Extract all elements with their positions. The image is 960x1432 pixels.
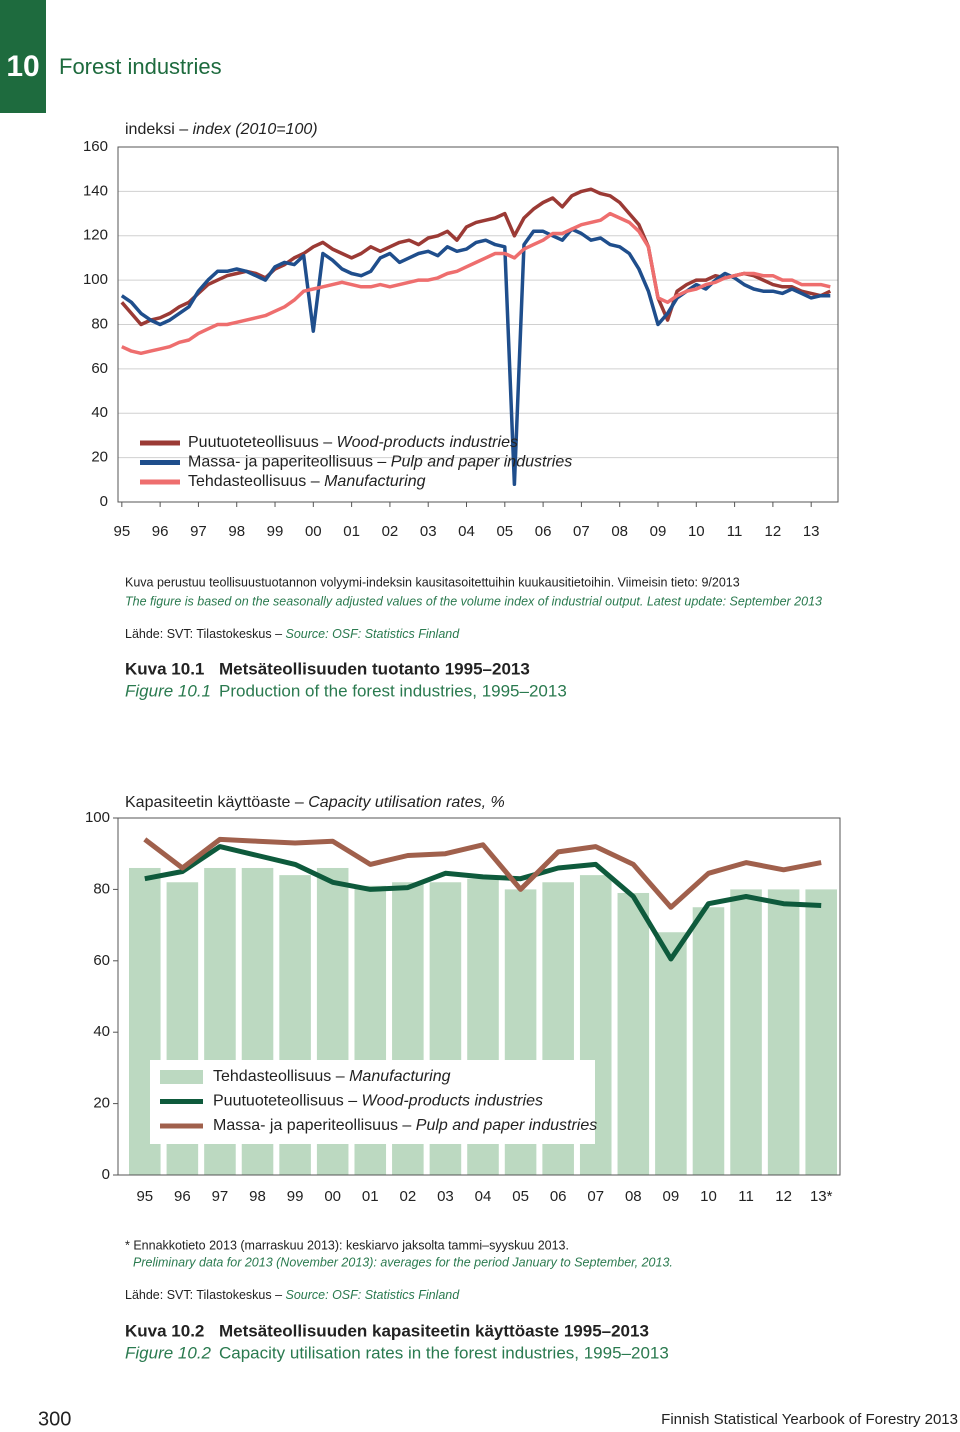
y-tick-label: 100 <box>85 809 110 826</box>
x-tick-label: 00 <box>324 1188 341 1205</box>
x-tick-label: 11 <box>727 523 743 540</box>
y-tick-label: 0 <box>102 1166 110 1183</box>
legend-swatch <box>160 1070 203 1084</box>
x-tick-label: 04 <box>458 523 475 540</box>
x-tick-label: 03 <box>437 1188 454 1205</box>
x-tick-label: 01 <box>343 523 360 540</box>
y-tick-label: 20 <box>91 449 108 466</box>
x-tick-label: 07 <box>573 523 590 540</box>
legend-label: Puutuoteteollisuus – Wood-products indus… <box>188 434 518 451</box>
x-tick-label: 10 <box>688 523 705 540</box>
page-number: 300 <box>38 1408 71 1430</box>
figure-caption-en: Production of the forest industries, 199… <box>219 681 567 700</box>
figure-label-en: Figure 10.1 <box>125 681 211 700</box>
legend-label: Massa- ja paperiteollisuus – Pulp and pa… <box>188 454 572 471</box>
x-tick-label: 96 <box>174 1188 191 1205</box>
y-axis-title: indeksi – index (2010=100) <box>125 121 318 138</box>
y-tick-label: 60 <box>93 952 110 969</box>
y-tick-label: 60 <box>91 360 108 377</box>
x-tick-label: 01 <box>362 1188 379 1205</box>
x-tick-label: 06 <box>535 523 552 540</box>
y-tick-label: 160 <box>83 138 108 155</box>
x-tick-label: 12 <box>775 1188 792 1205</box>
series-line <box>121 211 831 356</box>
x-tick-label: 11 <box>738 1188 754 1205</box>
plot-frame <box>117 817 841 1176</box>
series-line <box>144 844 822 962</box>
legend-label: Tehdasteollisuus – Manufacturing <box>188 473 426 490</box>
x-tick-label: 13* <box>810 1188 833 1205</box>
y-tick-label: 20 <box>93 1095 110 1112</box>
bar <box>730 889 762 1175</box>
x-tick-label: 95 <box>113 523 130 540</box>
x-tick-label: 99 <box>267 523 284 540</box>
x-tick-label: 09 <box>650 523 667 540</box>
x-tick-label: 09 <box>663 1188 680 1205</box>
x-tick-label: 06 <box>550 1188 567 1205</box>
chapter-number: 10 <box>6 50 39 83</box>
x-tick-label: 10 <box>700 1188 717 1205</box>
y-tick-label: 40 <box>93 1023 110 1040</box>
x-tick-label: 00 <box>305 523 322 540</box>
x-tick-label: 98 <box>228 523 245 540</box>
bar <box>692 907 725 1175</box>
x-tick-label: 99 <box>287 1188 304 1205</box>
series-line <box>143 836 822 910</box>
x-tick-label: 96 <box>152 523 169 540</box>
x-tick-label: 12 <box>765 523 782 540</box>
x-tick-label: 05 <box>496 523 513 540</box>
source: Lähde: SVT: Tilastokeskus – Source: OSF:… <box>125 1288 460 1302</box>
x-tick-label: 02 <box>399 1188 416 1205</box>
x-tick-label: 13 <box>803 523 820 540</box>
figure-caption-en: Capacity utilisation rates in the forest… <box>219 1343 669 1362</box>
bar <box>617 892 650 1175</box>
x-tick-label: 05 <box>512 1188 529 1205</box>
publication-name: Finnish Statistical Yearbook of Forestry… <box>661 1411 958 1428</box>
legend-label: Massa- ja paperiteollisuus – Pulp and pa… <box>213 1117 597 1134</box>
legend-box <box>150 1060 595 1144</box>
x-tick-label: 08 <box>625 1188 642 1205</box>
bar <box>805 889 837 1175</box>
x-tick-label: 08 <box>611 523 628 540</box>
figure-label-en: Figure 10.2 <box>125 1343 212 1362</box>
figure-label-fi: Kuva 10.1 <box>125 659 204 678</box>
x-tick-label: 97 <box>190 523 207 540</box>
note-en: Preliminary data for 2013 (November 2013… <box>133 1255 673 1269</box>
note-en: The figure is based on the seasonally ad… <box>125 594 822 608</box>
y-axis-title: Kapasiteetin käyttöaste – Capacity utili… <box>125 794 505 811</box>
y-tick-label: 120 <box>83 227 108 244</box>
x-tick-label: 03 <box>420 523 437 540</box>
y-tick-label: 140 <box>83 182 108 199</box>
x-tick-label: 04 <box>475 1188 492 1205</box>
y-tick-label: 80 <box>93 880 110 897</box>
series-line <box>120 187 832 327</box>
plot-frame <box>117 146 839 503</box>
x-tick-label: 07 <box>587 1188 604 1205</box>
x-tick-label: 95 <box>136 1188 153 1205</box>
x-tick-label: 02 <box>382 523 399 540</box>
x-tick-label: 98 <box>249 1188 266 1205</box>
legend-label: Puutuoteteollisuus – Wood-products indus… <box>213 1093 543 1110</box>
note-fi: Kuva perustuu teollisuustuotannon volyym… <box>125 575 740 589</box>
chapter-title: Forest industries <box>59 54 222 79</box>
figure-caption-fi: Metsäteollisuuden tuotanto 1995–2013 <box>219 659 530 678</box>
bar <box>655 932 687 1175</box>
figure-caption-fi: Metsäteollisuuden kapasiteetin käyttöast… <box>219 1321 649 1340</box>
bar <box>767 889 800 1175</box>
figure-label-fi: Kuva 10.2 <box>125 1321 204 1340</box>
y-tick-label: 80 <box>91 315 108 332</box>
note-fi: * Ennakkotieto 2013 (marraskuu 2013): ke… <box>125 1238 569 1252</box>
y-tick-label: 40 <box>91 404 108 421</box>
legend-label: Tehdasteollisuus – Manufacturing <box>213 1068 451 1085</box>
chapter-tab <box>0 0 46 113</box>
x-tick-label: 97 <box>212 1188 229 1205</box>
y-tick-label: 0 <box>100 493 108 510</box>
y-tick-label: 100 <box>83 271 108 288</box>
source: Lähde: SVT: Tilastokeskus – Source: OSF:… <box>125 627 460 641</box>
